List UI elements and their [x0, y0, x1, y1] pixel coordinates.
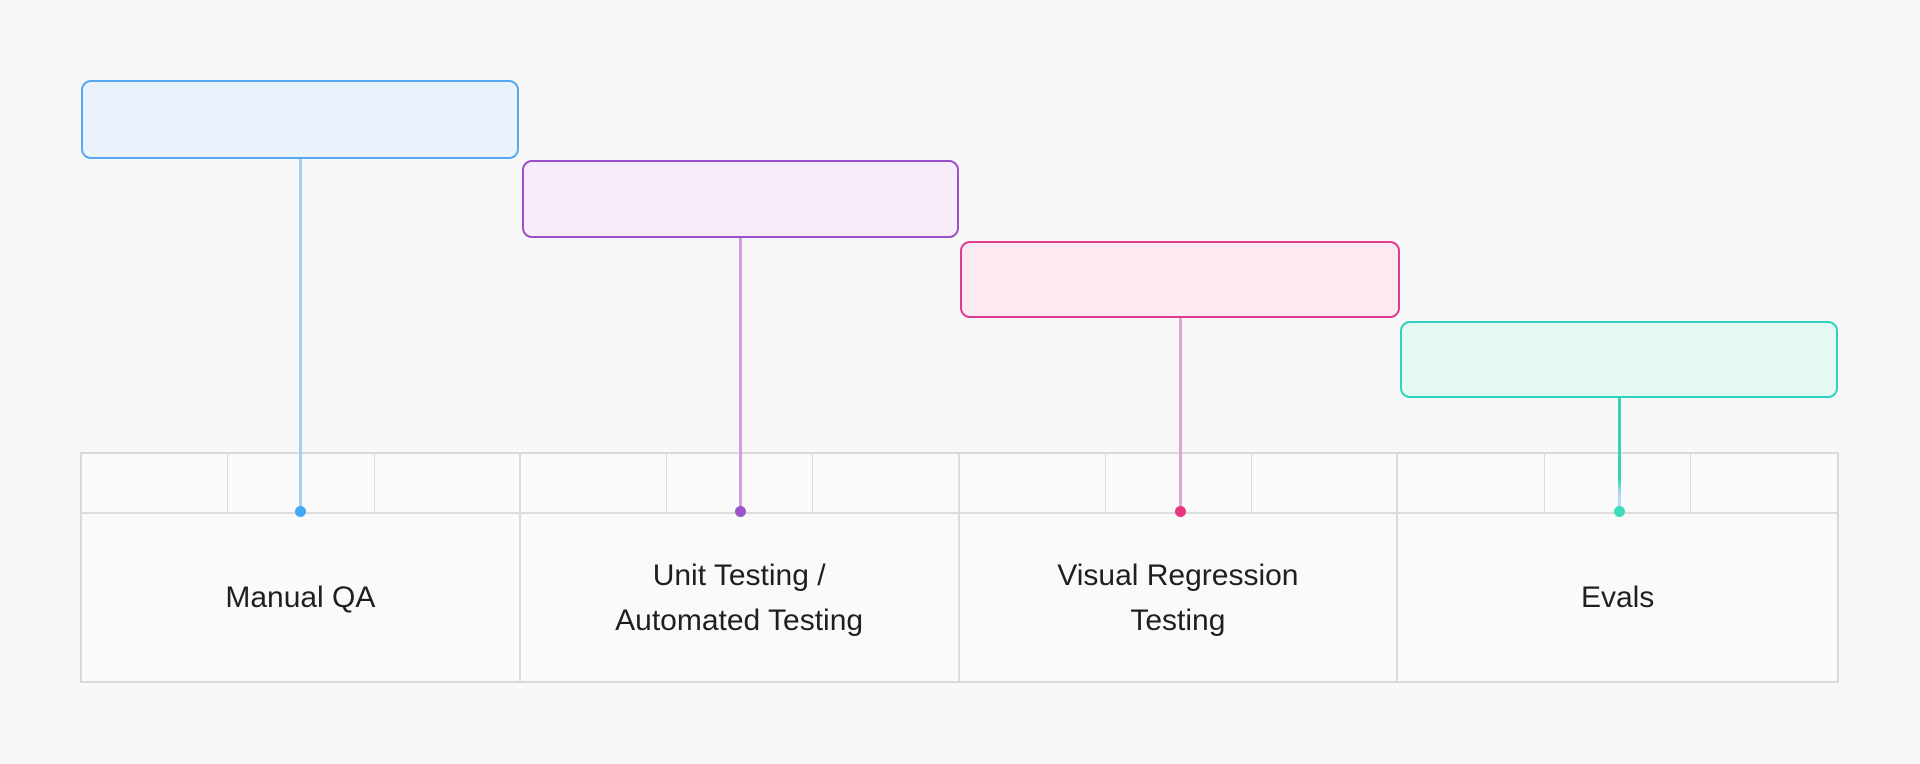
ruler-cell: [82, 454, 229, 512]
label-row: Manual QA Unit Testing / Automated Testi…: [82, 514, 1837, 681]
timeline-dot-visual-regression-testing: [1174, 505, 1186, 517]
stage-box-unit-automated-testing: [522, 160, 959, 238]
connector-line-unit-automated-testing: [738, 238, 742, 511]
ruler-cell: [813, 454, 960, 512]
stage-label-line: Evals: [1580, 581, 1655, 614]
timeline-dot-manual-qa: [294, 505, 306, 517]
ruler-cell: [1545, 454, 1691, 512]
stage-label-cell-manual-qa: Manual QA: [82, 514, 521, 681]
ruler-cell: [960, 454, 1106, 512]
timeline-dot-evals: [1614, 505, 1625, 517]
stage-box-evals: [1400, 321, 1838, 398]
timeline-dot-unit-automated-testing: [734, 505, 746, 517]
connector-line-visual-regression-testing: [1178, 318, 1182, 511]
ruler-cell: [1252, 454, 1399, 512]
ruler-row: [82, 454, 1837, 514]
stage-label-line: Automated Testing: [615, 603, 864, 637]
stage-label-line: Visual Regression: [1057, 558, 1299, 592]
connector-line-manual-qa: [298, 159, 302, 511]
ruler-cell: [228, 454, 375, 512]
stage-label-cell-unit-automated-testing: Unit Testing / Automated Testing: [521, 514, 960, 681]
timeline-table: Manual QA Unit Testing / Automated Testi…: [80, 452, 1839, 683]
stage-label-cell-visual-regression-testing: Visual Regression Testing: [960, 514, 1399, 681]
connector-line-evals: [1618, 398, 1621, 511]
ruler-cell: [667, 454, 814, 512]
stage-label-cell-evals: Evals: [1398, 514, 1837, 681]
ruler-cell: [1398, 454, 1545, 512]
stage-box-manual-qa: [81, 80, 519, 159]
stage-box-visual-regression-testing: [960, 241, 1400, 318]
stage-label-line: Testing: [1130, 603, 1226, 637]
ruler-cell: [1691, 454, 1837, 512]
ruler-cell: [375, 454, 521, 512]
stage-label-line: Unit Testing /: [652, 558, 826, 592]
ruler-cell: [521, 454, 667, 512]
ruler-cell: [1106, 454, 1252, 512]
stage-label-line: Manual QA: [225, 581, 376, 614]
